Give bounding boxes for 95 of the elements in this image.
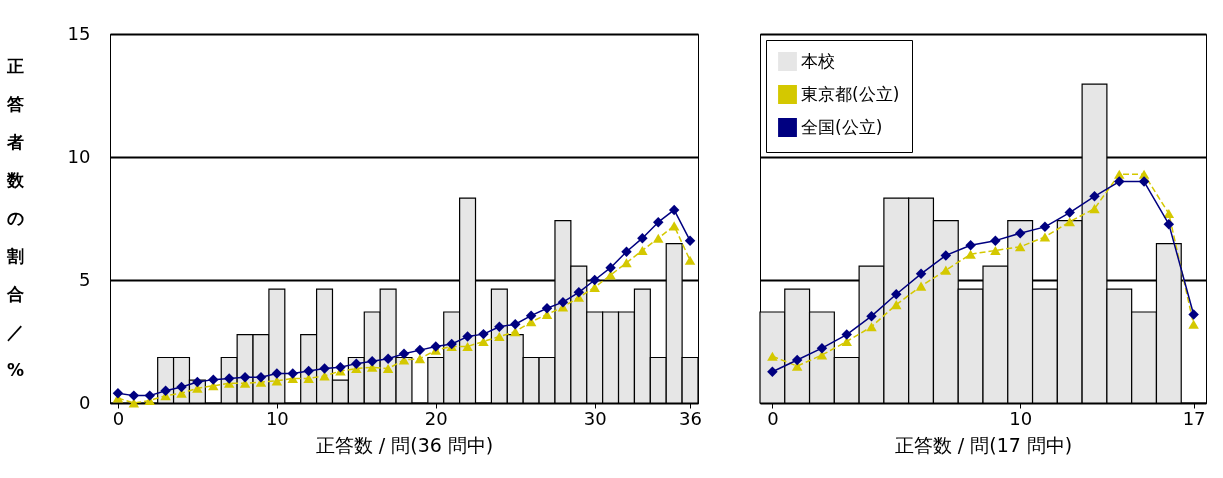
point [1014, 228, 1026, 239]
x-tick-label: 30 [583, 407, 607, 429]
point [208, 374, 219, 385]
y-tick-label: 15 [67, 22, 91, 44]
point [319, 363, 330, 374]
point [303, 365, 314, 377]
point [462, 341, 473, 351]
point [1188, 319, 1199, 329]
point [128, 390, 140, 401]
point [866, 310, 877, 322]
point [1188, 309, 1199, 320]
point [915, 281, 927, 291]
point [510, 319, 521, 330]
x-tick-label: 0 [767, 407, 779, 429]
point [192, 376, 203, 388]
point [462, 331, 473, 342]
point [112, 387, 124, 399]
x-tick-label: 20 [424, 407, 448, 429]
point [891, 300, 902, 310]
text: 正答者数の割合／% [6, 56, 25, 380]
point [176, 381, 187, 393]
point [965, 240, 976, 251]
point [414, 354, 426, 364]
legend-label: 全国(公立) [801, 116, 883, 137]
point [637, 232, 648, 244]
point [589, 274, 600, 286]
x-tick-label: 36 [679, 407, 703, 429]
point [1163, 218, 1175, 230]
point [1064, 217, 1075, 227]
point [940, 265, 952, 275]
point [1039, 221, 1051, 233]
y-tick-label: 5 [79, 268, 91, 290]
point [915, 268, 927, 280]
point [525, 310, 537, 321]
point [351, 358, 362, 369]
point [1114, 176, 1125, 187]
point [430, 341, 442, 352]
point [990, 245, 1001, 256]
point [940, 250, 952, 261]
point [414, 344, 426, 356]
point [637, 245, 648, 256]
x-tick-label: 17 [1182, 407, 1206, 429]
point [1089, 191, 1100, 202]
point [668, 221, 680, 231]
point [255, 371, 267, 383]
point [816, 342, 828, 354]
point [1014, 242, 1026, 252]
point [965, 249, 976, 259]
point [653, 233, 664, 243]
point [990, 235, 1001, 246]
point [621, 246, 632, 257]
x-tick-label: 10 [265, 407, 289, 429]
x-tick-label: 10 [1009, 407, 1033, 429]
point [128, 398, 140, 408]
point [1089, 204, 1100, 214]
point [557, 296, 569, 308]
point [398, 348, 410, 360]
point [1138, 176, 1150, 187]
point [160, 385, 171, 396]
point [668, 204, 680, 216]
x-axis-title: 正答数 / 問(17 問中) [894, 433, 1073, 456]
point [573, 287, 585, 298]
y-tick-label: 0 [79, 391, 91, 413]
point [366, 355, 378, 367]
point [541, 303, 553, 314]
point [767, 351, 778, 361]
point [382, 364, 394, 374]
point [605, 262, 616, 273]
point [767, 366, 778, 377]
point [494, 321, 505, 332]
point [841, 329, 852, 340]
point [494, 332, 505, 342]
point [1039, 232, 1051, 242]
point [335, 362, 346, 373]
x-axis-title: 正答数 / 問(36 問中) [315, 433, 494, 456]
point [239, 371, 251, 383]
point [621, 258, 632, 268]
point [271, 368, 283, 379]
point [791, 354, 803, 366]
point [653, 216, 664, 228]
point [1064, 207, 1075, 218]
point [684, 255, 696, 265]
x-tick-label: 0 [112, 407, 125, 429]
legend-label: 東京都(公立) [801, 83, 900, 104]
y-tick-label: 10 [67, 145, 91, 167]
point [1163, 209, 1175, 219]
point [684, 235, 696, 246]
point [891, 289, 902, 300]
point [510, 327, 521, 337]
point [144, 390, 155, 401]
point [866, 322, 877, 332]
point [382, 353, 394, 364]
point [478, 328, 489, 340]
legend-label: 本校 [801, 50, 835, 71]
point [287, 368, 298, 379]
